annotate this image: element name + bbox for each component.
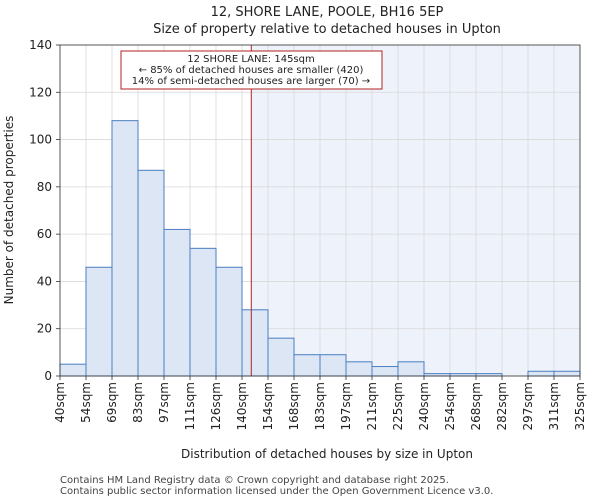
bar bbox=[137, 169, 165, 377]
bar bbox=[397, 361, 425, 377]
x-tick-label: 311sqm bbox=[547, 382, 561, 430]
bar bbox=[59, 363, 87, 377]
bar bbox=[111, 120, 139, 377]
bar bbox=[345, 361, 373, 377]
x-tick-label: 168sqm bbox=[287, 382, 301, 430]
annotation-frame bbox=[120, 50, 383, 90]
y-tick-label: 60 bbox=[37, 227, 52, 241]
y-tick-label: 0 bbox=[44, 369, 52, 383]
footer-line-2: Contains public sector information licen… bbox=[60, 486, 493, 497]
x-tick-label: 197sqm bbox=[339, 382, 353, 430]
annotation-line-2: ← 85% of detached houses are smaller (42… bbox=[139, 65, 364, 76]
y-tick-label: 80 bbox=[37, 180, 52, 194]
bar bbox=[85, 266, 113, 377]
x-tick-label: 126sqm bbox=[209, 382, 223, 430]
x-tick-label: 83sqm bbox=[131, 382, 145, 423]
x-tick-label: 240sqm bbox=[417, 382, 431, 430]
bar bbox=[553, 370, 581, 377]
x-tick-label: 69sqm bbox=[105, 382, 119, 423]
bar bbox=[371, 366, 399, 377]
annotation-line-1: 12 SHORE LANE: 145sqm bbox=[187, 54, 314, 65]
y-tick-label: 120 bbox=[29, 85, 52, 99]
highlight-region bbox=[251, 45, 581, 376]
bar bbox=[189, 247, 217, 377]
annotation-line-3: 14% of semi-detached houses are larger (… bbox=[132, 76, 370, 87]
bar bbox=[267, 337, 295, 377]
x-tick-label: 154sqm bbox=[261, 382, 275, 430]
x-tick-label: 40sqm bbox=[53, 382, 67, 423]
bar bbox=[319, 354, 347, 377]
y-axis-label: Number of detached properties bbox=[2, 116, 16, 305]
x-axis-ticks: 40sqm 54sqm 69sqm 83sqm 97sqm 111sqm 126sqm 140… bbox=[53, 376, 587, 430]
x-tick-label: 297sqm bbox=[521, 382, 535, 430]
bars bbox=[59, 120, 581, 377]
y-tick-label: 140 bbox=[29, 38, 52, 52]
x-tick-label: 183sqm bbox=[313, 382, 327, 430]
x-axis-label: Distribution of detached houses by size … bbox=[181, 447, 473, 461]
y-tick-label: 20 bbox=[37, 322, 52, 336]
bar bbox=[241, 309, 269, 377]
bar bbox=[163, 228, 191, 377]
x-tick-label: 325sqm bbox=[573, 382, 587, 430]
chart-subtitle: Size of property relative to detached ho… bbox=[153, 22, 501, 37]
y-axis-ticks: 0 20 40 60 80 100 120 140 bbox=[29, 38, 60, 383]
footer-line-1: Contains HM Land Registry data © Crown c… bbox=[60, 475, 449, 486]
x-tick-label: 282sqm bbox=[495, 382, 509, 430]
bar bbox=[293, 354, 321, 377]
bar bbox=[527, 370, 555, 377]
y-tick-label: 100 bbox=[29, 133, 52, 147]
x-tick-label: 225sqm bbox=[391, 382, 405, 430]
annotation-box: 12 SHORE LANE: 145sqm ← 85% of detached … bbox=[120, 50, 383, 90]
x-tick-label: 268sqm bbox=[469, 382, 483, 430]
x-tick-label: 254sqm bbox=[443, 382, 457, 430]
chart-title: 12, SHORE LANE, POOLE, BH16 5EP bbox=[211, 5, 444, 20]
x-tick-label: 54sqm bbox=[79, 382, 93, 423]
x-tick-label: 211sqm bbox=[365, 382, 379, 430]
x-tick-label: 111sqm bbox=[183, 382, 197, 430]
x-tick-label: 140sqm bbox=[235, 382, 249, 430]
y-tick-label: 40 bbox=[37, 274, 52, 288]
x-tick-label: 97sqm bbox=[157, 382, 171, 423]
bar bbox=[215, 266, 243, 377]
